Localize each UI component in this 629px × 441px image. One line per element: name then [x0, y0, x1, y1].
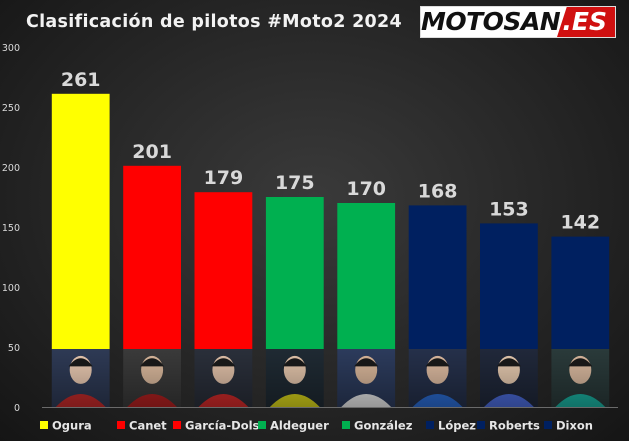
- bar-dixon: [551, 236, 610, 349]
- legend-label: Aldeguer: [270, 419, 329, 433]
- photo-shade: [51, 349, 110, 407]
- legend-item: García-Dols: [173, 419, 260, 433]
- data-label: 142: [560, 212, 600, 234]
- bar-garc-a-dols: [194, 192, 253, 349]
- legend-swatch: [426, 421, 434, 429]
- logo-domain-suffix: .ES: [562, 7, 607, 36]
- legend-label: López: [438, 419, 476, 433]
- photo-shade: [123, 349, 181, 407]
- legend-item: González: [342, 419, 413, 433]
- rider-photo: [408, 349, 467, 407]
- photo-shade: [480, 349, 538, 407]
- data-label: 175: [275, 172, 315, 194]
- y-axis: 0 50 100 150 200 250 300: [2, 43, 618, 414]
- y-tick-label: 0: [14, 403, 20, 414]
- legend-item: Roberts: [477, 419, 540, 433]
- data-label: 170: [346, 178, 386, 200]
- legend-swatch: [544, 421, 552, 429]
- y-tick-label: 150: [2, 223, 20, 234]
- bar-canet: [123, 165, 181, 349]
- bar-roberts: [480, 223, 538, 349]
- data-label: 201: [132, 141, 172, 163]
- legend-label: Ogura: [52, 419, 92, 433]
- legend-swatch: [173, 421, 181, 429]
- data-labels: 261 201 179 175 170 168 153 142: [61, 69, 600, 234]
- photo-shade: [551, 349, 610, 407]
- bars: [51, 93, 610, 349]
- y-tick-label: 50: [8, 343, 20, 354]
- legend-label: García-Dols: [185, 419, 260, 433]
- legend-label: Canet: [129, 419, 167, 433]
- legend-item: Dixon: [544, 419, 593, 433]
- legend-label: Roberts: [489, 419, 540, 433]
- photo-shade: [408, 349, 467, 407]
- rider-photo: [265, 349, 324, 407]
- bar-aldeguer: [265, 197, 324, 349]
- chart-title: Clasificación de pilotos #Moto2 2024: [25, 12, 402, 32]
- legend-item: Ogura: [40, 419, 92, 433]
- legend-swatch: [40, 421, 48, 429]
- data-label: 179: [204, 167, 244, 189]
- y-tick-label: 100: [2, 283, 20, 294]
- y-tick-label: 200: [2, 163, 20, 174]
- rider-photo: [551, 349, 610, 407]
- bar-ogura: [51, 93, 110, 349]
- rider-photo: [51, 349, 110, 407]
- legend-label: González: [354, 419, 413, 433]
- legend-item: Canet: [117, 419, 167, 433]
- rider-photo: [123, 349, 181, 407]
- data-label: 153: [489, 198, 529, 220]
- photo-shade: [265, 349, 324, 407]
- legend-label: Dixon: [556, 419, 593, 433]
- rider-photo: [194, 349, 253, 407]
- legend: Ogura Canet García-Dols Aldeguer González Lóp…: [40, 419, 593, 433]
- logo-wordmark: MOTOSAN: [421, 7, 561, 36]
- legend-swatch: [258, 421, 266, 429]
- data-label: 261: [61, 69, 101, 91]
- photo-shade: [337, 349, 396, 407]
- legend-item: Aldeguer: [258, 419, 329, 433]
- y-tick-label: 300: [2, 43, 20, 54]
- legend-item: López: [426, 419, 476, 433]
- legend-swatch: [342, 421, 350, 429]
- rider-photos: [51, 349, 610, 407]
- data-label: 168: [418, 180, 458, 202]
- motosan-logo: MOTOSAN .ES: [420, 6, 616, 38]
- bar-l-pez: [408, 205, 467, 349]
- legend-swatch: [117, 421, 125, 429]
- y-tick-label: 250: [2, 103, 20, 114]
- bar-gonz-lez: [337, 203, 396, 349]
- rider-photo: [480, 349, 538, 407]
- rider-photo: [337, 349, 396, 407]
- legend-swatch: [477, 421, 485, 429]
- photo-shade: [194, 349, 253, 407]
